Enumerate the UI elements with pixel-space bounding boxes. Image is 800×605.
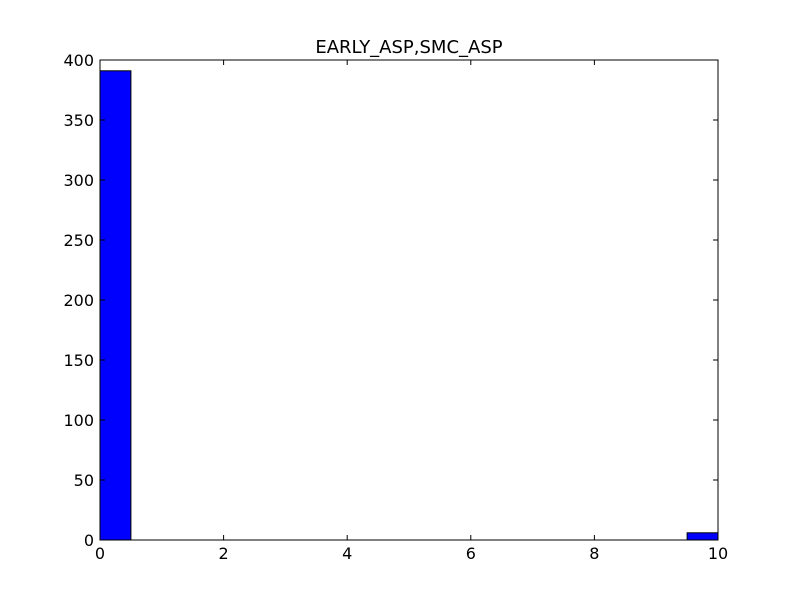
y-tick-label: 0 xyxy=(84,531,94,550)
y-tick-label: 400 xyxy=(63,51,94,70)
y-tick-label: 150 xyxy=(63,351,94,370)
y-tick-label: 250 xyxy=(63,231,94,250)
y-tick-label: 100 xyxy=(63,411,94,430)
x-tick-label: 0 xyxy=(95,544,105,563)
x-tick-label: 2 xyxy=(219,544,229,563)
plot-frame xyxy=(99,59,719,541)
y-tick-label: 200 xyxy=(63,291,94,310)
y-tick-label: 50 xyxy=(74,471,94,490)
x-tick-label: 4 xyxy=(342,544,352,563)
histogram-bar xyxy=(99,70,132,541)
x-tick-label: 10 xyxy=(708,544,728,563)
histogram-bar xyxy=(686,532,719,541)
x-tick-label: 6 xyxy=(466,544,476,563)
y-tick-label: 350 xyxy=(63,111,94,130)
y-tick-label: 300 xyxy=(63,171,94,190)
chart-title: EARLY_ASP,SMC_ASP xyxy=(315,37,502,58)
bars-layer xyxy=(99,70,719,541)
x-tick-label: 8 xyxy=(589,544,599,563)
